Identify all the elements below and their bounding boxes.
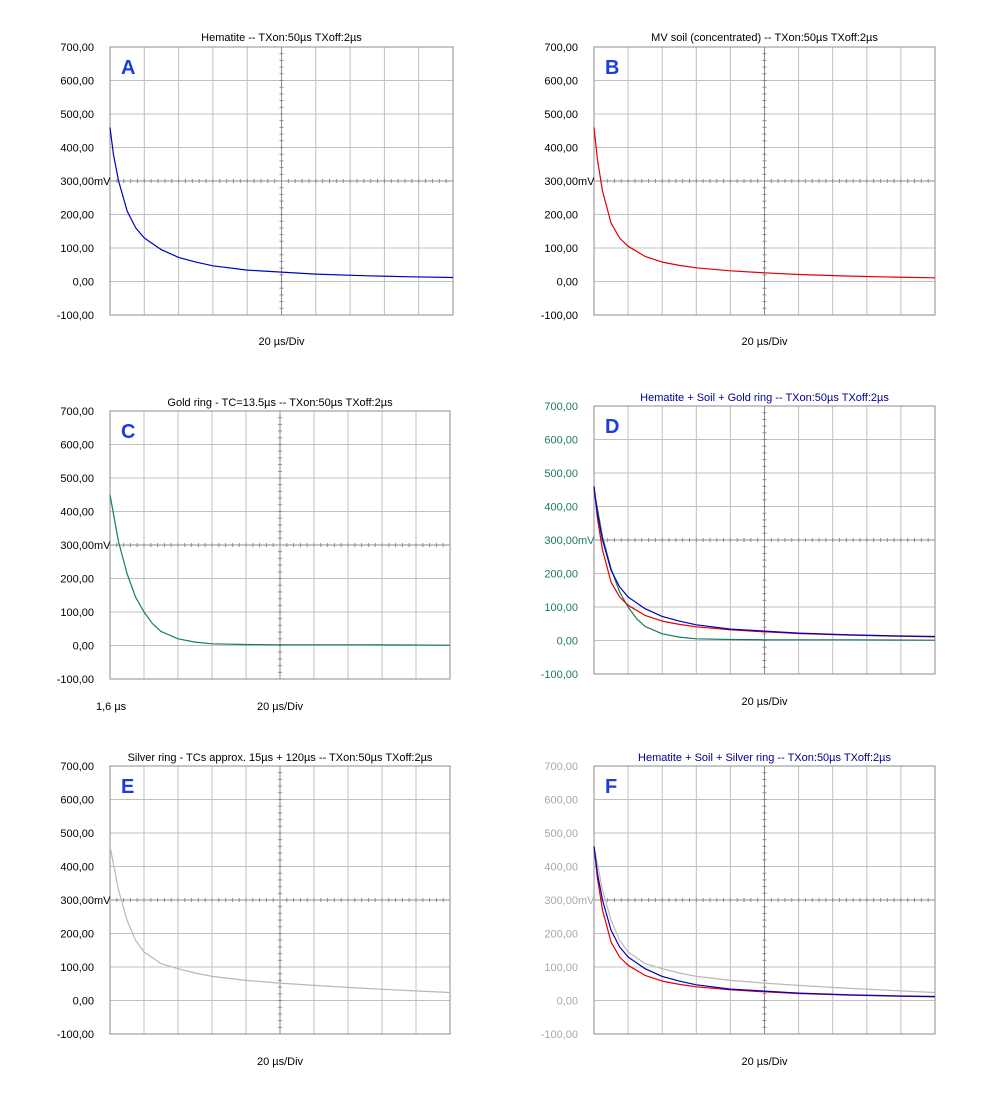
- y-tick-label: 100,00: [544, 243, 578, 255]
- plot-frame: [109, 46, 454, 316]
- x-axis-label: 20 µs/Div: [741, 336, 788, 348]
- y-tick-label: 600,00: [544, 76, 578, 88]
- y-tick-label: 100,00: [60, 607, 94, 619]
- y-tick-label: 100,00: [544, 962, 578, 974]
- panel-title: Gold ring - TC=13.5µs -- TXon:50µs TXoff…: [167, 397, 393, 409]
- y-tick-label: 600,00: [544, 435, 578, 447]
- y-tick-label: 400,00: [60, 507, 94, 519]
- y-tick-label: 0,00: [73, 641, 94, 653]
- y-tick-label: 500,00: [544, 828, 578, 840]
- x-axis-label: 20 µs/Div: [741, 696, 788, 708]
- y-tick-label: -100,00: [541, 669, 578, 681]
- y-tick-label: 300,00: [544, 176, 578, 188]
- y-tick-label: -100,00: [541, 1029, 578, 1041]
- y-tick-label: 0,00: [557, 636, 578, 648]
- panel-label: C: [121, 421, 135, 443]
- y-unit-label: mV: [94, 176, 111, 188]
- y-tick-label: 200,00: [60, 929, 94, 941]
- series-line-hematite: [593, 486, 936, 638]
- x-axis-label: 20 µs/Div: [257, 1056, 304, 1068]
- y-tick-label: 400,00: [544, 502, 578, 514]
- y-tick-label: 400,00: [544, 143, 578, 155]
- plot-frame: [593, 405, 936, 675]
- chart-panel-e: 700,00 600,00 500,00 400,00 300,00 mV 200,00 10…: [57, 752, 451, 1068]
- x-axis-label: 20 µs/Div: [257, 701, 304, 713]
- chart-panel-d: 700,00 600,00 500,00 400,00 300,00 mV 200,00 10…: [541, 392, 936, 708]
- y-unit-label: mV: [94, 895, 111, 907]
- panel-title: Hematite + Soil + Silver ring -- TXon:50…: [638, 752, 891, 764]
- series-line-silver: [593, 846, 936, 994]
- series-line-hematite: [109, 127, 454, 279]
- panel-label: D: [605, 416, 619, 438]
- y-tick-label: 400,00: [60, 862, 94, 874]
- panel-title: Hematite + Soil + Gold ring -- TXon:50µs…: [640, 392, 889, 404]
- panel-label: B: [605, 57, 619, 79]
- chart-panel-a: 700,00 600,00 500,00 400,00 300,00 mV 200,00 10…: [57, 32, 454, 348]
- y-tick-label: 300,00: [544, 895, 578, 907]
- x-start-label: 1,6 µs: [96, 701, 127, 713]
- y-tick-label: 700,00: [544, 42, 578, 54]
- y-unit-label: mV: [578, 176, 595, 188]
- panel-title: Hematite -- TXon:50µs TXoff:2µs: [201, 32, 362, 44]
- panel-label: A: [121, 57, 135, 79]
- y-tick-label: 700,00: [60, 761, 94, 773]
- panel-title: Silver ring - TCs approx. 15µs + 120µs -…: [128, 752, 433, 764]
- series-line-silver: [109, 846, 451, 994]
- y-tick-label: -100,00: [541, 310, 578, 322]
- plot-frame: [593, 765, 936, 1035]
- y-tick-label: 100,00: [544, 602, 578, 614]
- series-line-gold: [109, 494, 451, 646]
- y-tick-label: 600,00: [544, 795, 578, 807]
- y-tick-label: 500,00: [60, 473, 94, 485]
- y-tick-label: 400,00: [60, 143, 94, 155]
- panel-label: F: [605, 776, 617, 798]
- y-tick-label: 300,00: [60, 895, 94, 907]
- y-tick-label: 0,00: [73, 996, 94, 1008]
- y-tick-label: 200,00: [544, 929, 578, 941]
- y-tick-label: 100,00: [60, 243, 94, 255]
- chart-panel-b: 700,00 600,00 500,00 400,00 300,00 mV 200,00 10…: [541, 32, 936, 348]
- y-tick-label: 500,00: [544, 468, 578, 480]
- y-tick-label: 200,00: [544, 569, 578, 581]
- y-tick-label: 700,00: [60, 406, 94, 418]
- panel-label: E: [121, 776, 134, 798]
- y-tick-label: 500,00: [544, 109, 578, 121]
- y-tick-label: 0,00: [557, 277, 578, 289]
- y-tick-label: -100,00: [57, 674, 94, 686]
- y-tick-label: 0,00: [73, 277, 94, 289]
- series-line-hematite: [593, 846, 936, 998]
- y-tick-label: 200,00: [60, 210, 94, 222]
- chart-panel-f: 700,00 600,00 500,00 400,00 300,00 mV 200,00 10…: [541, 752, 936, 1068]
- y-tick-label: 600,00: [60, 795, 94, 807]
- x-axis-label: 20 µs/Div: [741, 1056, 788, 1068]
- y-tick-label: 100,00: [60, 962, 94, 974]
- y-unit-label: mV: [578, 535, 595, 547]
- y-tick-label: 0,00: [557, 996, 578, 1008]
- plot-frame: [593, 46, 936, 316]
- y-tick-label: 700,00: [544, 401, 578, 413]
- y-tick-label: 300,00: [60, 540, 94, 552]
- y-tick-label: 600,00: [60, 440, 94, 452]
- chart-panel-c: 700,00 600,00 500,00 400,00 300,00 mV 200,00 10…: [57, 397, 451, 713]
- y-tick-label: -100,00: [57, 1029, 94, 1041]
- y-unit-label: mV: [578, 895, 595, 907]
- y-unit-label: mV: [94, 540, 111, 552]
- y-tick-label: 700,00: [60, 42, 94, 54]
- y-tick-label: 600,00: [60, 76, 94, 88]
- y-tick-label: 200,00: [60, 574, 94, 586]
- y-tick-label: 500,00: [60, 109, 94, 121]
- series-line-soil: [593, 127, 936, 279]
- y-tick-label: 500,00: [60, 828, 94, 840]
- y-tick-label: 400,00: [544, 862, 578, 874]
- y-tick-label: -100,00: [57, 310, 94, 322]
- y-tick-label: 200,00: [544, 210, 578, 222]
- y-tick-label: 300,00: [544, 535, 578, 547]
- y-tick-label: 700,00: [544, 761, 578, 773]
- x-axis-label: 20 µs/Div: [258, 336, 305, 348]
- plot-frame: [109, 410, 451, 680]
- y-tick-label: 300,00: [60, 176, 94, 188]
- plot-frame: [109, 765, 451, 1035]
- panel-title: MV soil (concentrated) -- TXon:50µs TXof…: [651, 32, 878, 44]
